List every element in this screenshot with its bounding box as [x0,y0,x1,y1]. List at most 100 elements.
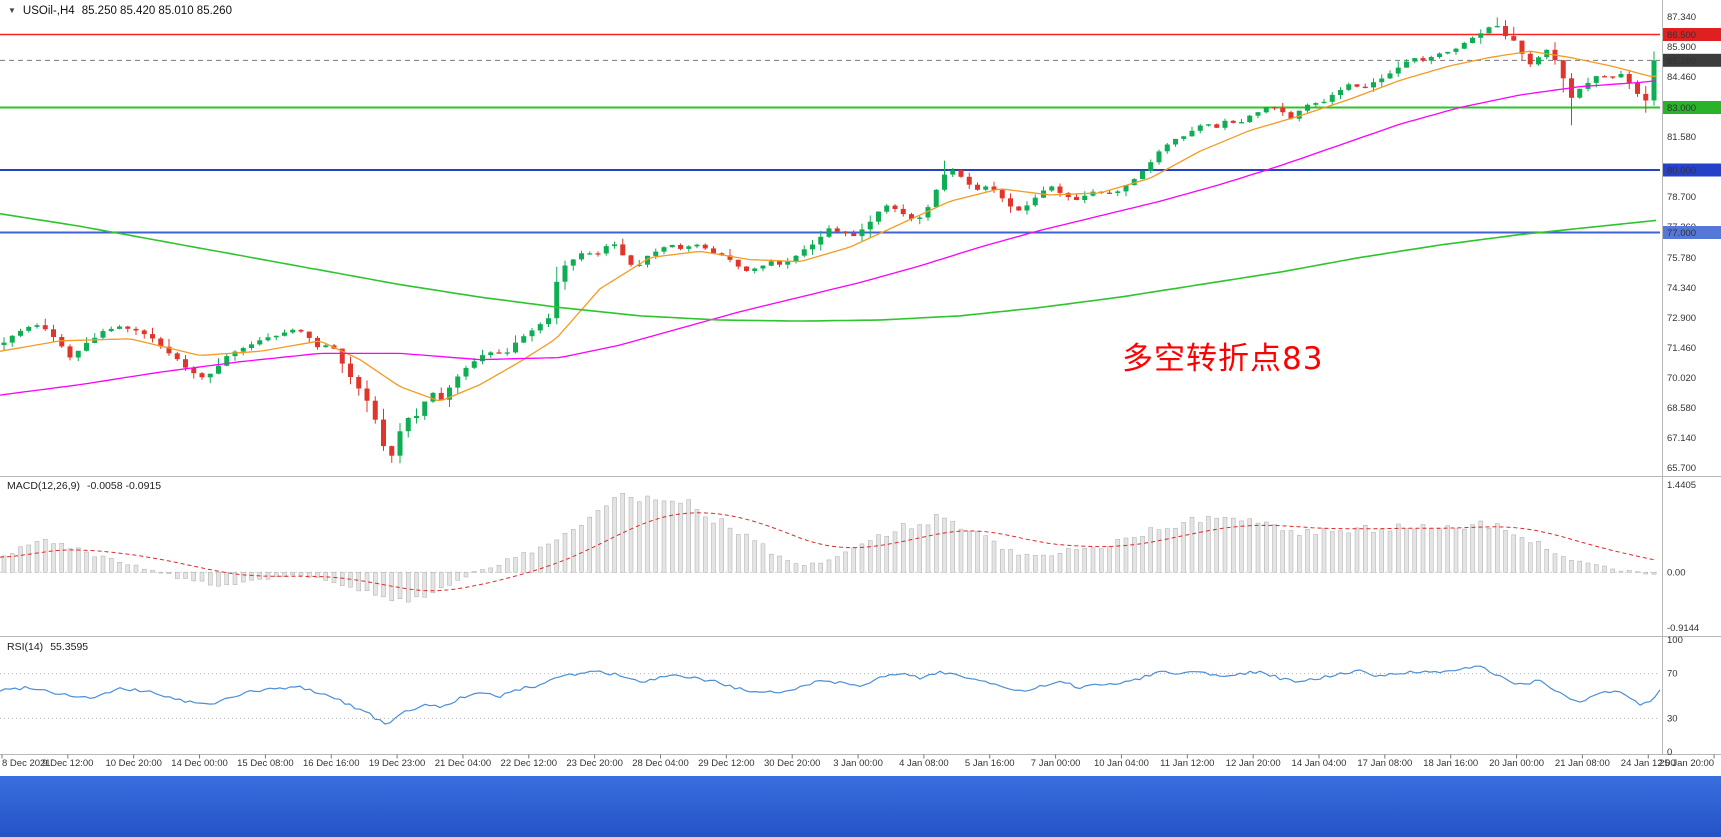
candle-body-down [711,248,716,254]
macd-axis-label: 0.00 [1667,567,1686,578]
rsi-indicator-label: RSI(14) 55.3595 [7,641,88,653]
macd-histogram-bar [59,542,64,573]
macd-histogram-bar [736,534,741,573]
candle-body-down [191,367,197,374]
macd-signal-line [0,512,1657,592]
candle-body-down [125,326,131,329]
price-badge-label: 86.500 [1667,30,1696,41]
macd-histogram-bar [422,572,427,598]
candle-body-up [859,229,865,237]
candle-body-down [1074,196,1079,200]
macd-histogram-bar [711,522,716,573]
symbol-timeframe-label: USOil-,H4 [22,5,75,17]
candle-body-down [900,208,906,215]
candle-body-up [917,217,923,219]
candle-body-up [867,221,873,230]
price-badge-label: 85.260 [1667,56,1696,67]
macd-histogram-bar [1115,538,1120,573]
candle-body-up [760,265,766,269]
macd-histogram-bar [1577,560,1582,573]
macd-histogram-bar [232,572,238,585]
candle-body-down [59,337,65,347]
candle-body-down [1280,107,1286,113]
candle-body-up [207,373,213,378]
macd-histogram-bar [942,517,947,573]
macd-histogram-bar [117,561,122,573]
macd-histogram-bar [1511,534,1516,573]
candle-body-up [810,244,815,250]
time-label: 14 Jan 04:00 [1292,758,1347,769]
macd-histogram-bar [769,554,774,573]
macd-axis-label: 1.4405 [1667,480,1696,491]
candle-body-down [1643,93,1649,101]
macd-histogram-bar [727,527,733,573]
macd-histogram-bar [1330,531,1335,573]
candle-body-down [1065,193,1071,197]
candle-body-up [1173,138,1178,145]
macd-histogram-bar [1,555,7,573]
candle-body-up [455,376,461,388]
candle-body-up [983,186,989,190]
macd-histogram-bar [802,565,807,573]
macd-histogram-bar [1420,524,1426,573]
macd-histogram-bar [51,543,56,573]
macd-histogram-bar [406,572,411,603]
candle-body-up [1,342,7,345]
price-badge-83.000 [1663,101,1721,114]
macd-histogram-bar [183,572,188,579]
candle-body-down [1511,36,1517,41]
candle-body-up [1387,73,1393,79]
macd-histogram-bar [348,572,353,588]
time-label: 9 Dec 12:00 [42,758,93,769]
macd-histogram-bar [1387,530,1393,573]
candle-body-up [265,337,271,341]
macd-histogram-bar [1313,534,1318,573]
candle-body-up [1313,103,1319,105]
macd-histogram-bar [1189,516,1195,573]
macd-histogram-bar [76,547,81,573]
macd-histogram-bar [810,562,815,573]
macd-histogram-bar [818,562,823,573]
macd-histogram-bar [1305,529,1310,573]
macd-histogram-bar [1140,535,1145,573]
candle-body-up [1115,191,1121,193]
macd-histogram-bar [166,572,172,574]
macd-histogram-bar [670,500,675,573]
candle-body-up [669,245,675,248]
price-badge-85.260 [1663,53,1721,67]
price-badge-label: 80.000 [1667,166,1696,177]
macd-histogram-bar [84,551,89,573]
candle-body-down [991,186,997,190]
candle-body-up [636,264,642,266]
macd-histogram-bar [133,564,139,573]
candle-body-up [430,392,436,402]
macd-histogram-bar [645,495,650,573]
macd-histogram-bar [1495,523,1500,573]
chart-area[interactable]: 87.34085.90084.46083.02081.58080.14078.7… [0,0,1721,776]
price-tick-label: 81.580 [1667,132,1696,143]
candle-body-up [471,361,477,368]
candle-body-up [1181,136,1187,139]
macd-histogram-bar [604,505,609,573]
candle-body-up [290,329,296,333]
macd-histogram-bar [249,572,254,581]
macd-histogram-bar [1445,525,1450,573]
macd-histogram-bar [290,572,295,576]
taskbar[interactable] [0,776,1721,837]
candle-body-up [612,244,617,247]
candle-body-down [298,329,304,332]
candle-body-down [595,253,601,255]
candle-body-down [1635,82,1640,94]
macd-histogram-bar [637,501,642,573]
macd-histogram-bar [546,543,551,573]
macd-histogram-bar [1544,549,1549,573]
macd-histogram-bar [868,540,873,573]
ma-fast-orange [0,50,1656,402]
candle-body-up [414,415,419,418]
candle-body-up [645,255,650,265]
macd-histogram-bar [1255,522,1261,573]
candle-body-down [999,189,1005,199]
candle-body-down [364,388,370,401]
macd-histogram-bar [18,546,23,573]
candle-body-up [1247,115,1253,123]
